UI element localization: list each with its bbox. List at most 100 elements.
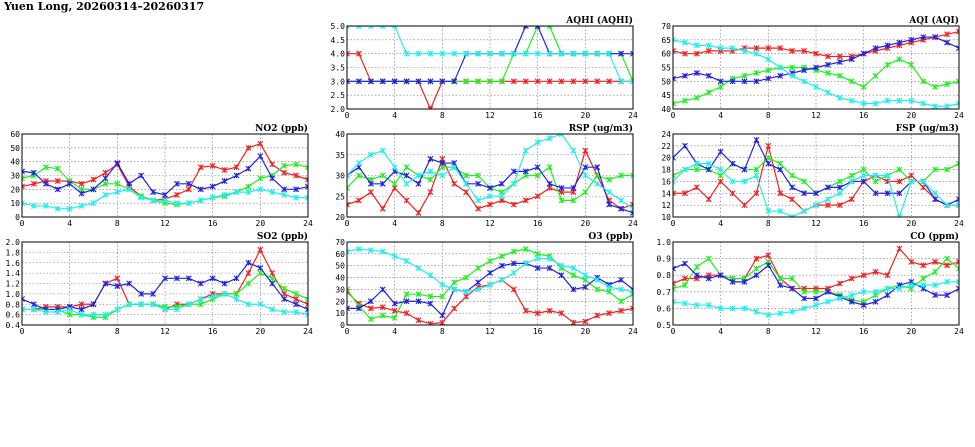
x-tick-label: 8 bbox=[766, 327, 771, 336]
y-tick-label: 0.6 bbox=[657, 304, 672, 313]
chart-title: AQI (AQI) bbox=[908, 15, 959, 26]
data-point bbox=[765, 312, 772, 319]
y-tick-label: 40 bbox=[10, 158, 20, 167]
data-point bbox=[379, 147, 386, 154]
plot-frame bbox=[672, 133, 960, 218]
data-point bbox=[717, 166, 724, 173]
data-point bbox=[860, 172, 867, 179]
data-point bbox=[451, 286, 458, 293]
y-tick-label: 55 bbox=[661, 64, 671, 73]
x-tick-label: 4 bbox=[67, 327, 72, 336]
data-point bbox=[22, 183, 25, 190]
data-point bbox=[427, 106, 434, 109]
data-point bbox=[367, 189, 374, 196]
data-point bbox=[126, 280, 133, 287]
data-point bbox=[813, 50, 819, 57]
data-point bbox=[729, 160, 736, 167]
chart-title: RSP (ug/m3) bbox=[569, 123, 633, 134]
data-point bbox=[753, 255, 760, 262]
data-point bbox=[801, 178, 808, 185]
data-point bbox=[114, 275, 121, 282]
data-point bbox=[510, 180, 517, 187]
data-point bbox=[185, 200, 192, 207]
data-point bbox=[415, 209, 422, 216]
data-point bbox=[932, 34, 939, 41]
data-point bbox=[594, 286, 601, 293]
data-point bbox=[741, 72, 748, 79]
data-point bbox=[439, 78, 446, 85]
data-point bbox=[860, 100, 867, 107]
data-point bbox=[836, 58, 843, 65]
y-tick-label: 30 bbox=[10, 172, 20, 181]
data-point bbox=[78, 180, 85, 187]
data-point bbox=[42, 309, 49, 316]
data-point bbox=[221, 178, 228, 185]
data-point bbox=[451, 164, 458, 171]
data-point bbox=[908, 61, 915, 68]
data-point bbox=[741, 166, 748, 173]
data-point bbox=[705, 166, 712, 173]
y-tick-label: 1.0 bbox=[657, 238, 672, 247]
data-point bbox=[801, 78, 808, 85]
x-tick-label: 12 bbox=[485, 219, 495, 228]
data-point bbox=[944, 292, 951, 299]
data-point bbox=[570, 78, 577, 85]
chart-so2: 0 4 8 12 16 20 24 0.40.6 0.81.01.2 1.41.6 1.82.0 SO… bbox=[6, 231, 313, 336]
data-point bbox=[546, 255, 553, 262]
data-point bbox=[789, 172, 796, 179]
data-point bbox=[765, 252, 772, 259]
data-point bbox=[197, 186, 204, 193]
data-point bbox=[90, 301, 97, 308]
data-point bbox=[197, 280, 204, 287]
data-point bbox=[673, 265, 676, 272]
data-point bbox=[293, 186, 300, 193]
data-point bbox=[427, 168, 434, 175]
data-point bbox=[233, 164, 240, 171]
data-point bbox=[618, 78, 625, 85]
data-point bbox=[693, 70, 700, 77]
data-point bbox=[789, 196, 796, 203]
chart-title: CO (ppm) bbox=[910, 231, 959, 242]
data-point bbox=[570, 319, 577, 325]
data-point bbox=[801, 305, 808, 312]
data-point bbox=[570, 147, 577, 154]
data-point bbox=[138, 301, 145, 308]
data-point bbox=[305, 176, 308, 183]
data-point bbox=[451, 279, 458, 286]
data-point bbox=[705, 255, 712, 262]
data-point bbox=[546, 307, 553, 314]
data-point bbox=[379, 180, 386, 187]
data-point bbox=[162, 306, 168, 313]
data-point bbox=[22, 200, 25, 207]
data-point bbox=[908, 172, 915, 179]
plot-frame bbox=[346, 25, 634, 110]
data-point bbox=[510, 248, 517, 255]
y-tick-label: 70 bbox=[335, 238, 345, 247]
data-point bbox=[558, 262, 565, 269]
data-point bbox=[209, 162, 216, 169]
y-tick-label: 0.8 bbox=[657, 271, 672, 280]
data-point bbox=[114, 283, 121, 290]
data-point bbox=[896, 245, 903, 252]
data-point bbox=[355, 50, 362, 57]
data-point bbox=[355, 26, 362, 29]
data-point bbox=[66, 205, 73, 212]
data-point bbox=[451, 180, 458, 187]
chart-title: FSP (ug/m3) bbox=[896, 123, 959, 134]
data-point bbox=[427, 155, 434, 162]
data-point bbox=[824, 288, 831, 295]
data-point bbox=[836, 295, 843, 302]
data-point bbox=[741, 278, 748, 285]
data-point bbox=[293, 290, 300, 297]
data-point bbox=[498, 78, 505, 85]
y-tick-label: 12 bbox=[661, 201, 671, 210]
data-point bbox=[594, 50, 601, 57]
data-point bbox=[717, 148, 724, 155]
data-point bbox=[233, 290, 240, 297]
chart-no2: 0 4 8 12 16 20 24 0 10 20 30 40 50 60 NO2 (ppb) bbox=[10, 123, 313, 228]
data-point bbox=[102, 175, 109, 182]
y-tick-label: 0.7 bbox=[657, 288, 672, 297]
chart-co: 0 4 8 12 16 20 24 0.5 0.6 0.7 0.8 0.9 1.0 CO (ppm) bbox=[657, 231, 964, 336]
y-tick-label: 14 bbox=[661, 189, 671, 198]
data-point bbox=[920, 184, 927, 191]
